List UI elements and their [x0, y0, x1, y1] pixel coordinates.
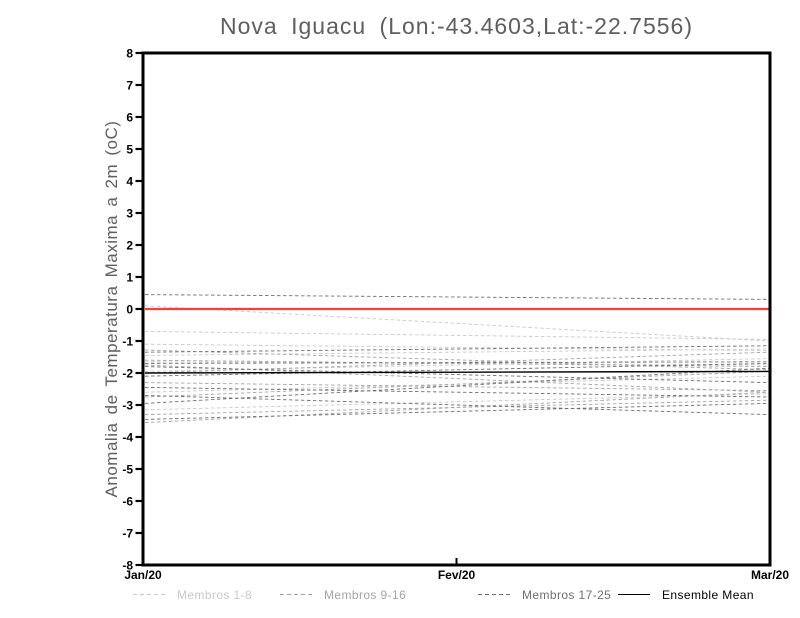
- member-line: [144, 348, 770, 356]
- chart-title: Nova Iguacu (Lon:-43.4603,Lat:-22.7556): [220, 13, 693, 39]
- plot-frame: [141, 51, 772, 567]
- y-tick-label: 3: [126, 207, 133, 221]
- member-line: [144, 349, 770, 371]
- y-tick-label: -8: [122, 559, 133, 573]
- x-tick-label: Jan/20: [124, 568, 162, 582]
- x-tick-label: Fev/20: [438, 568, 476, 582]
- y-tick-label: -7: [122, 527, 133, 541]
- member-line: [144, 305, 770, 342]
- member-line: [144, 394, 770, 416]
- x-tick-label: Mar/20: [751, 568, 789, 582]
- member-line: [144, 361, 770, 364]
- member-line: [144, 343, 770, 352]
- member-line: [144, 362, 770, 377]
- y-tick-label: -2: [122, 367, 133, 381]
- member-line: [144, 359, 770, 368]
- y-tick-label: 8: [126, 47, 133, 61]
- y-tick-label: 0: [126, 303, 133, 317]
- y-tick-label: 6: [126, 111, 133, 125]
- y-tick-label: -3: [122, 399, 133, 413]
- member-line: [144, 294, 770, 300]
- y-tick-label: 1: [126, 271, 133, 285]
- member-line: [144, 402, 770, 420]
- member-line: [144, 391, 770, 424]
- y-tick-label: -5: [122, 463, 133, 477]
- y-tick-label: -6: [122, 495, 133, 509]
- member-line: [144, 386, 770, 398]
- member-line: [144, 370, 770, 398]
- y-tick-label: 4: [126, 175, 133, 189]
- member-line: [144, 330, 770, 340]
- member-line: [144, 366, 770, 384]
- member-line: [144, 367, 770, 404]
- member-line: [144, 382, 770, 392]
- y-tick-label: -1: [122, 335, 133, 349]
- member-line: [144, 393, 770, 411]
- member-line: [144, 345, 770, 353]
- y-tick-label: 7: [126, 79, 133, 93]
- y-tick-label: 5: [126, 143, 133, 157]
- y-tick-label: 2: [126, 239, 133, 253]
- ensemble-mean-line: [144, 370, 770, 374]
- y-tick-label: -4: [122, 431, 133, 445]
